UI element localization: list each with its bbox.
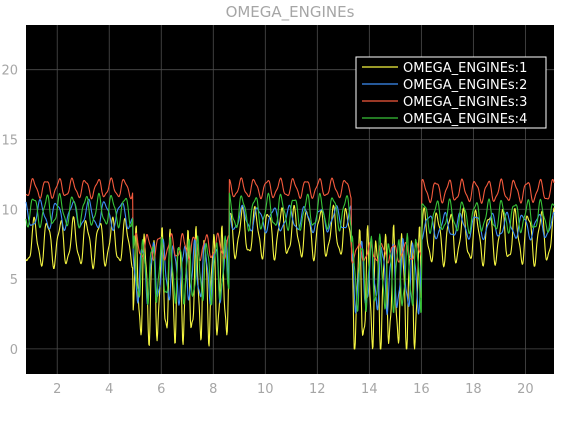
y-tick-label: 10 (1, 203, 18, 218)
tick-labels: 2 4 6 8 10 12 14 16 18 20 0 5 10 15 20 (1, 64, 533, 397)
x-tick-label: 4 (105, 382, 113, 397)
legend: OMEGA_ENGINEs:1 OMEGA_ENGINEs:2 OMEGA_ENGI… (355, 56, 547, 129)
legend-label: OMEGA_ENGINEs:1 (403, 61, 527, 76)
legend-label: OMEGA_ENGINEs:2 (403, 78, 527, 93)
legend-label: OMEGA_ENGINEs:4 (403, 112, 527, 127)
x-tick-label: 16 (413, 382, 430, 397)
y-tick-label: 5 (10, 273, 18, 288)
y-tick-label: 0 (10, 343, 18, 358)
x-tick-label: 10 (257, 382, 274, 397)
y-tick-label: 20 (1, 64, 18, 79)
series-lines (25, 177, 555, 350)
x-tick-label: 14 (361, 382, 378, 397)
x-tick-label: 12 (309, 382, 326, 397)
x-tick-label: 6 (157, 382, 165, 397)
x-tick-label: 18 (465, 382, 482, 397)
series-line-2 (25, 198, 555, 316)
x-tick-label: 2 (53, 382, 61, 397)
legend-label: OMEGA_ENGINEs:3 (403, 95, 527, 110)
series-line-4 (25, 192, 555, 314)
y-tick-label: 15 (1, 133, 18, 148)
plot-area: 2 4 6 8 10 12 14 16 18 20 0 5 10 15 20 OMEGA_ENGINEs:1… (1, 25, 555, 397)
series-line-3 (25, 177, 555, 264)
x-tick-label: 20 (517, 382, 534, 397)
chart-title: OMEGA_ENGINEs (226, 3, 355, 22)
legend-box (355, 56, 547, 129)
series-line-1 (25, 204, 555, 350)
x-tick-label: 8 (209, 382, 217, 397)
